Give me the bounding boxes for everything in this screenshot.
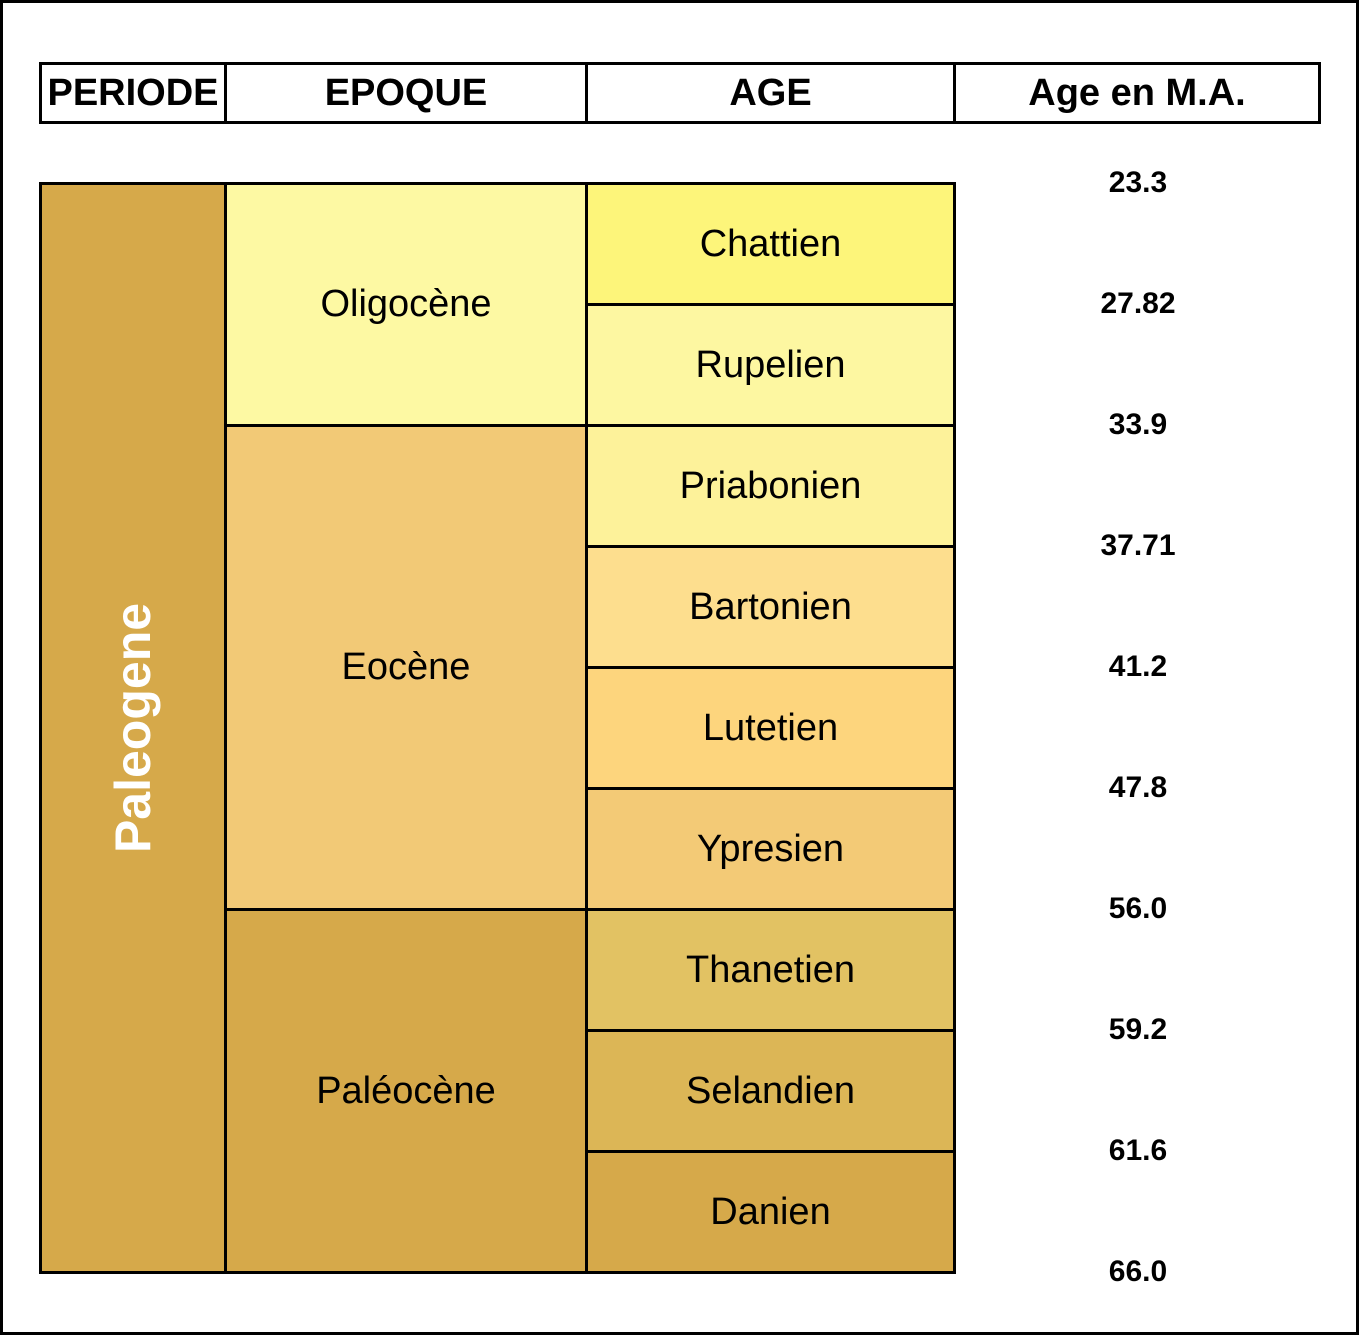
age-label: Chattien — [699, 222, 842, 265]
epoch-cell: Eocène — [224, 424, 588, 911]
boundary-age-value: 23.3 — [1108, 166, 1168, 199]
age-label: Priabonien — [679, 464, 862, 507]
age-cell: Thanetien — [585, 908, 956, 1032]
boundary-age-value: 56.0 — [1108, 892, 1168, 925]
header-age: AGE — [585, 62, 956, 124]
age-label: Danien — [710, 1190, 831, 1233]
age-label: Bartonien — [689, 585, 852, 628]
boundary-age-value: 27.82 — [1100, 287, 1176, 320]
age-label: Selandien — [685, 1069, 856, 1112]
age-cell: Bartonien — [585, 545, 956, 669]
boundary-age-value: 59.2 — [1108, 1013, 1168, 1046]
header-epoque: EPOQUE — [224, 62, 588, 124]
boundary-age-value: 66.0 — [1108, 1255, 1168, 1288]
epoch-cell: Oligocène — [224, 182, 588, 427]
age-cell: Lutetien — [585, 666, 956, 790]
age-label: Ypresien — [696, 827, 845, 870]
boundary-age-value: 61.6 — [1108, 1134, 1168, 1167]
epoch-label: Oligocène — [320, 283, 492, 325]
boundary-age-value: 33.9 — [1108, 408, 1168, 441]
age-cell: Rupelien — [585, 303, 956, 427]
boundary-age-value: 37.71 — [1100, 529, 1176, 562]
age-cell: Ypresien — [585, 787, 956, 911]
age-cell: Danien — [585, 1150, 956, 1274]
boundary-age-value: 41.2 — [1108, 650, 1168, 683]
boundary-age-value: 47.8 — [1108, 771, 1168, 804]
period-label: Paleogene — [105, 602, 162, 854]
epoch-label: Eocène — [341, 646, 471, 688]
epoch-cell: Paléocène — [224, 908, 588, 1274]
age-label: Rupelien — [695, 343, 846, 386]
age-cell: Selandien — [585, 1029, 956, 1153]
period-block: Paleogene — [39, 182, 227, 1274]
header-periode: PERIODE — [39, 62, 227, 124]
header-age-ma: Age en M.A. — [953, 62, 1321, 124]
age-label: Lutetien — [702, 706, 839, 749]
epoch-label: Paléocène — [316, 1069, 496, 1112]
age-cell: Chattien — [585, 182, 956, 306]
age-cell: Priabonien — [585, 424, 956, 548]
age-label: Thanetien — [685, 948, 855, 991]
